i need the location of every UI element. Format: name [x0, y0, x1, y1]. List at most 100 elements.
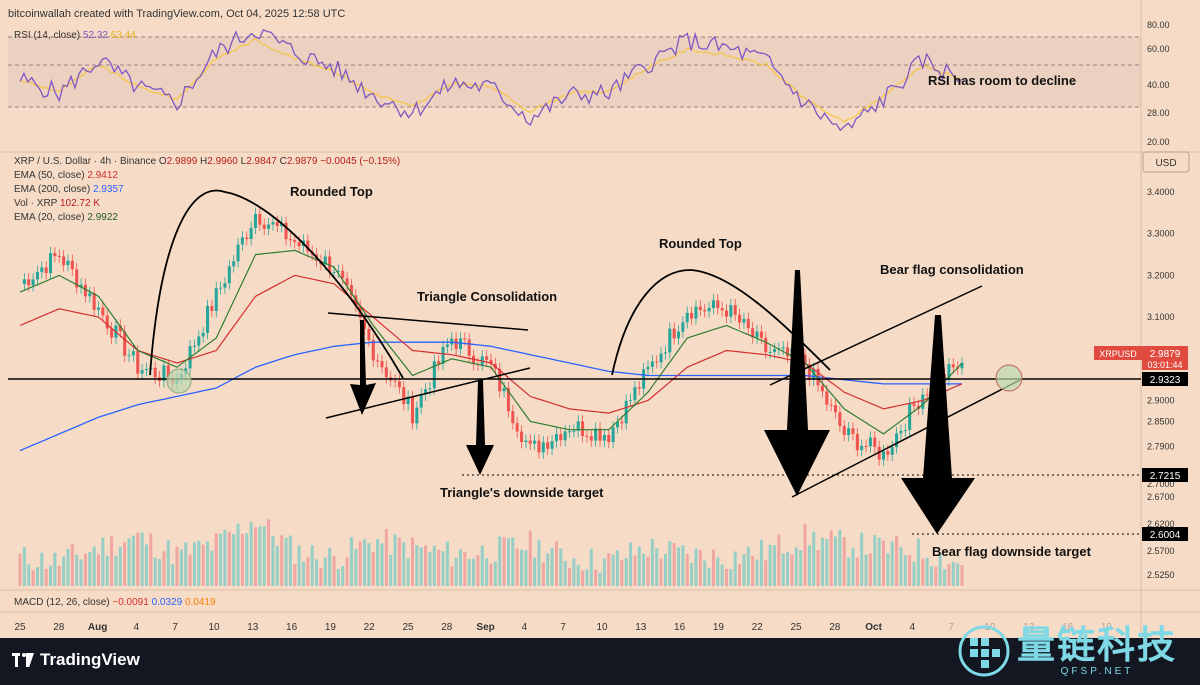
volume-bar: [742, 554, 746, 586]
volume-bar: [864, 554, 868, 586]
volume-bar: [724, 568, 729, 586]
volume-bar: [650, 538, 654, 586]
candle-body: [262, 224, 266, 229]
candle-body: [136, 351, 140, 374]
legend-vol: Vol · XRP 102.72 K: [14, 198, 100, 209]
volume-bar: [397, 537, 401, 586]
candle-body: [367, 329, 371, 341]
candle-body: [855, 433, 859, 451]
candle-body: [947, 364, 951, 381]
volume-bar: [528, 530, 532, 586]
legend-ema20: EMA (20, close) 2.9922: [14, 212, 118, 223]
volume-bar: [437, 549, 441, 586]
candle-body: [581, 421, 585, 436]
volume-bar: [777, 534, 781, 586]
candle-body: [812, 368, 816, 380]
volume-bar: [110, 536, 114, 586]
time-tick-label: 25: [14, 622, 26, 633]
volume-bar: [733, 551, 737, 586]
volume-bar: [44, 568, 48, 586]
time-tick-label: 28: [441, 622, 453, 633]
candle-body: [144, 368, 148, 371]
volume-bar: [315, 559, 319, 586]
volume-bar: [336, 569, 340, 586]
legend-symbol: XRP / U.S. Dollar · 4h · Binance O2.9899…: [14, 156, 400, 167]
volume-bar: [105, 555, 109, 586]
volume-bar: [759, 539, 763, 586]
volume-bar: [166, 540, 170, 586]
volume-bar: [428, 552, 432, 586]
target1-tag: [1142, 468, 1188, 482]
candle-body: [253, 213, 258, 228]
volume-bar: [288, 535, 292, 586]
candle-body: [236, 244, 240, 262]
candle-body: [908, 403, 912, 430]
candle-body: [140, 370, 144, 374]
candle-body: [681, 322, 685, 332]
candle-body: [428, 388, 432, 390]
price-tick-label: 2.6700: [1147, 492, 1175, 502]
price-tick-label: 3.4000: [1147, 187, 1175, 197]
candle-body: [772, 349, 776, 352]
price-tick-label: 2.7000: [1147, 479, 1175, 489]
volume-bar: [489, 563, 493, 586]
chart-svg[interactable]: bitcoinwallah created with TradingView.c…: [0, 0, 1200, 638]
volume-bar: [816, 550, 820, 586]
candle-body: [192, 345, 196, 347]
time-tick-label: 25: [790, 622, 802, 633]
volume-bar: [332, 555, 336, 586]
volume-bar: [589, 548, 593, 586]
candle-body: [533, 440, 537, 444]
candle-body: [424, 389, 428, 395]
candle-body: [432, 361, 436, 389]
candle-body: [332, 271, 336, 273]
time-tick-label: 28: [829, 622, 841, 633]
time-tick-label: 19: [325, 622, 337, 633]
volume-bar: [624, 558, 628, 586]
rsi-tick-label: 20.00: [1147, 137, 1170, 147]
volume-bar: [550, 548, 554, 586]
candle-body: [40, 267, 44, 272]
currency-button[interactable]: [1142, 151, 1190, 173]
candle-body: [729, 305, 733, 317]
candle-body: [397, 381, 401, 388]
volume-bar: [960, 565, 964, 586]
candle-body: [258, 213, 262, 225]
volume-bar: [851, 548, 855, 586]
volume-bar: [275, 546, 279, 586]
volume-bar: [511, 537, 515, 586]
candle-body: [454, 338, 458, 350]
time-tick-label: 10: [208, 622, 220, 633]
volume-bar: [541, 562, 545, 586]
volume-bar: [956, 563, 960, 586]
volume-bar: [83, 553, 87, 586]
time-tick-label: 28: [53, 622, 65, 633]
volume-bar: [349, 537, 353, 586]
target1-price: 2.7215: [1150, 471, 1181, 482]
volume-bar: [943, 569, 947, 586]
symbol-tag-text: XRPUSD: [1099, 349, 1137, 359]
price-tick-label: 2.8500: [1147, 416, 1175, 426]
candle-body: [637, 387, 641, 389]
volume-bar: [663, 553, 667, 586]
volume-bar: [66, 548, 70, 586]
volume-bar: [253, 527, 258, 586]
candle-body: [589, 436, 593, 441]
candle-body: [267, 224, 271, 229]
tradingview-logo[interactable]: TradingView: [12, 650, 140, 670]
candle-body: [851, 428, 855, 434]
volume-bar: [114, 555, 118, 586]
candle-body: [92, 293, 96, 310]
rsi-line: [19, 28, 963, 132]
volume-bar: [716, 557, 720, 586]
candle-body: [105, 315, 109, 329]
tradingview-icon: [12, 653, 34, 667]
candle-body: [502, 388, 506, 392]
volume-bar: [363, 539, 367, 586]
candle-body: [724, 310, 729, 317]
volume-bar: [301, 561, 305, 586]
candle-body: [668, 328, 672, 353]
volume-bar: [18, 553, 22, 586]
candle-body: [572, 430, 576, 432]
candle-body: [559, 434, 563, 441]
